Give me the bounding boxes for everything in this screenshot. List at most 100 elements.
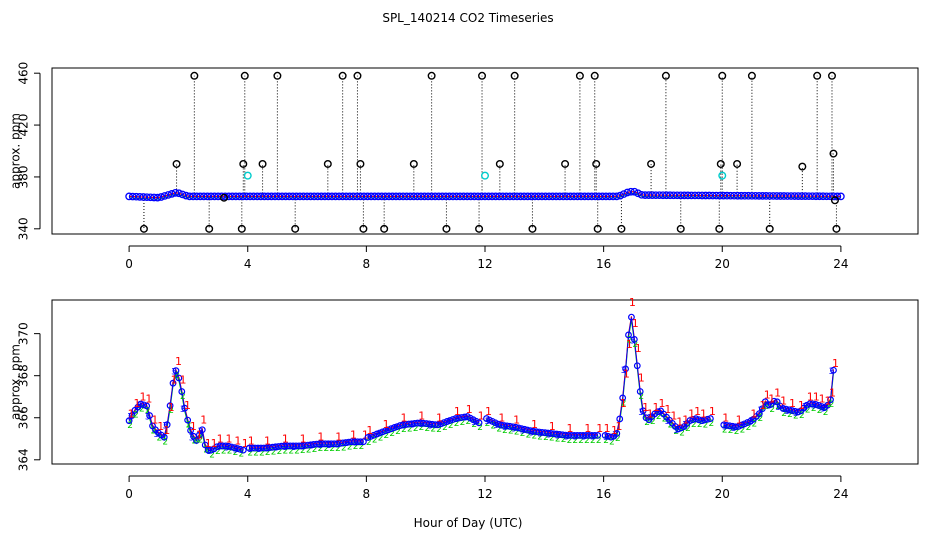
point-label-2: 2	[259, 448, 265, 458]
series-marker	[387, 425, 395, 433]
point-label-2: 2	[609, 437, 615, 447]
series-marker	[195, 431, 203, 439]
point-label-1: 1	[813, 391, 820, 404]
baseline-marker	[552, 192, 561, 201]
point-label-1: 1	[184, 399, 191, 412]
outlier-marker	[733, 159, 742, 168]
outlier-marker	[139, 224, 148, 233]
point-label-1: 1	[829, 386, 836, 399]
baseline-marker	[772, 192, 781, 200]
series-marker	[815, 402, 823, 409]
baseline-marker	[733, 191, 742, 200]
point-label-2: 2	[318, 444, 324, 454]
outlier-marker	[829, 149, 838, 158]
series-marker	[440, 419, 448, 427]
point-label-2: 2	[395, 427, 401, 437]
baseline-marker	[232, 192, 240, 201]
outlier-marker	[240, 71, 249, 80]
point-label-3: 3	[520, 426, 526, 436]
baseline-marker	[189, 192, 198, 201]
y-axis-label: approx. ppm	[9, 344, 23, 420]
point-label-1: 1	[134, 397, 141, 410]
series-marker	[160, 433, 168, 441]
outlier-marker	[323, 159, 332, 168]
outlier-marker	[239, 159, 248, 168]
outlier-marker	[798, 162, 807, 171]
point-label-1: 1	[264, 435, 271, 448]
point-label-3: 3	[318, 441, 324, 451]
baseline-marker	[253, 192, 262, 201]
point-label-2: 2	[271, 448, 277, 458]
point-label-2: 2	[294, 446, 300, 456]
baseline-marker	[445, 192, 454, 201]
baseline-marker	[762, 192, 771, 200]
point-label-1: 1	[632, 317, 639, 330]
series-marker	[181, 404, 189, 412]
point-label-3: 3	[366, 433, 372, 443]
chart-title: SPL_140214 CO2 Timeseries	[382, 11, 553, 25]
point-label-3: 3	[410, 420, 416, 430]
series-marker	[619, 394, 627, 402]
baseline-marker	[530, 192, 539, 201]
point-label-1: 1	[768, 393, 775, 406]
point-label-1: 1	[400, 412, 407, 425]
baseline-marker	[534, 192, 543, 201]
point-label-1: 1	[513, 414, 520, 427]
point-label-2: 2	[703, 420, 709, 430]
series-line-blue	[128, 369, 244, 451]
point-label-2: 2	[829, 400, 835, 410]
point-label-3: 3	[145, 413, 151, 423]
outlier-marker	[715, 224, 724, 233]
point-label-1: 1	[139, 391, 146, 404]
baseline-marker	[128, 192, 137, 201]
baseline-marker	[509, 192, 518, 201]
point-label-2: 2	[644, 418, 650, 428]
point-label-2: 2	[460, 418, 466, 428]
baseline-marker	[630, 187, 639, 196]
baseline-marker	[744, 191, 753, 200]
baseline-marker	[794, 192, 803, 200]
baseline-marker	[826, 192, 835, 201]
point-label-1: 1	[248, 435, 255, 448]
point-label-3: 3	[445, 418, 451, 428]
x-tick-label: 16	[596, 257, 611, 271]
point-label-3: 3	[829, 367, 835, 377]
point-label-2: 2	[722, 425, 728, 435]
baseline-marker	[602, 192, 610, 201]
point-label-3: 3	[401, 421, 407, 431]
point-label-1: 1	[531, 418, 538, 431]
baseline-marker	[520, 192, 528, 201]
point-label-3: 3	[375, 430, 381, 440]
point-label-2: 2	[145, 406, 151, 416]
baseline-marker	[538, 192, 546, 201]
baseline-marker	[356, 192, 365, 201]
point-label-1: 1	[317, 430, 324, 443]
point-label-3: 3	[621, 366, 627, 376]
baseline-marker	[687, 191, 696, 200]
baseline-marker	[580, 192, 589, 201]
point-label-1: 1	[615, 420, 622, 433]
baseline-marker	[801, 192, 810, 201]
point-label-2: 2	[697, 420, 703, 430]
point-label-2: 2	[454, 419, 460, 429]
point-label-2: 2	[157, 433, 163, 443]
baseline-marker	[388, 192, 397, 201]
baseline-marker	[296, 192, 304, 201]
point-label-3: 3	[528, 428, 534, 438]
x-tick-label: 8	[363, 487, 371, 501]
baseline-marker	[249, 192, 258, 201]
point-label-3: 3	[502, 423, 508, 433]
baseline-marker	[363, 192, 372, 201]
baseline-marker	[313, 192, 322, 201]
point-label-2: 2	[419, 423, 425, 433]
point-label-3: 3	[326, 441, 332, 451]
outlier-marker	[510, 71, 519, 80]
point-label-1: 1	[242, 437, 249, 450]
point-label-2: 2	[168, 406, 174, 416]
series-marker	[601, 432, 609, 439]
baseline-marker	[409, 192, 418, 201]
baseline-marker	[634, 189, 642, 198]
point-label-2: 2	[329, 444, 335, 454]
outlier-marker	[593, 224, 602, 233]
point-label-3: 3	[180, 405, 186, 415]
